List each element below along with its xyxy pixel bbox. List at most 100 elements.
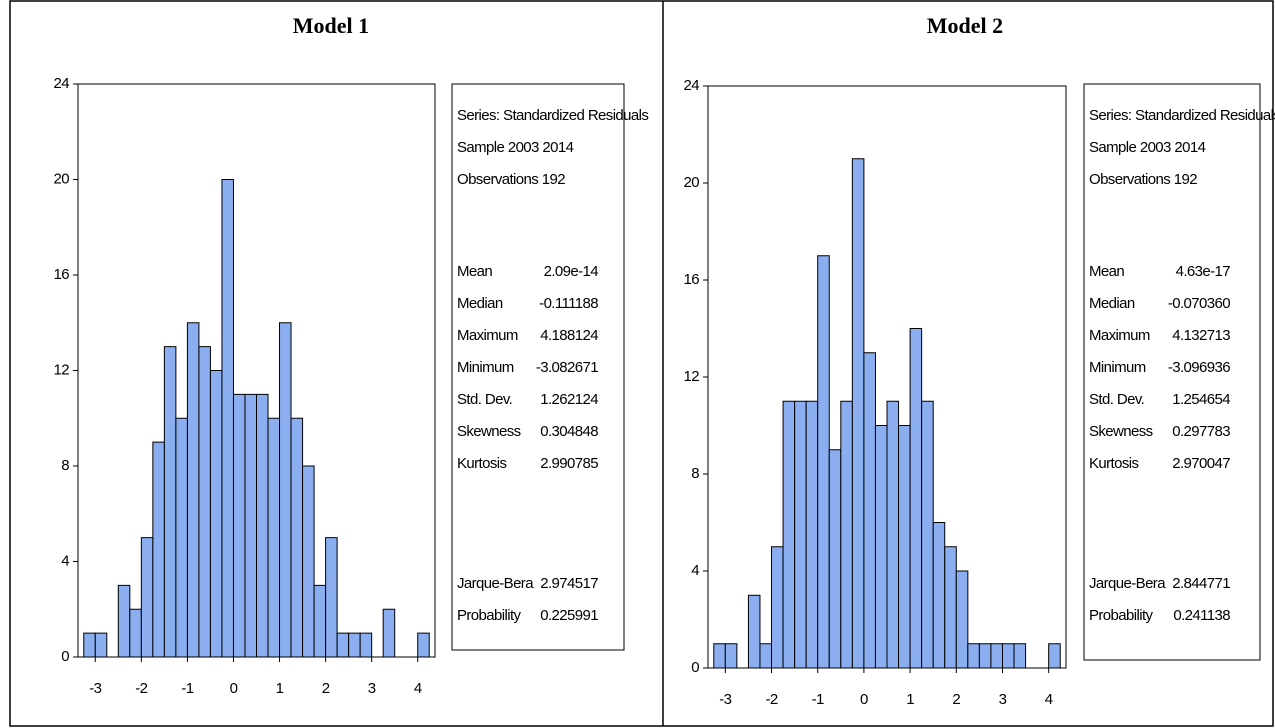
x-tick-label: 4	[414, 680, 422, 697]
bar	[921, 400, 934, 669]
stat-value: 1.262124	[540, 391, 598, 408]
stat-value: 2.990785	[540, 455, 598, 472]
bar	[186, 322, 200, 658]
bar	[898, 425, 911, 669]
stat-label: Std. Dev.	[1089, 391, 1144, 408]
stats-header: Sample 2003 2014	[1089, 139, 1206, 156]
stat-label: Maximum	[1089, 327, 1150, 344]
stat-value: -3.096936	[1168, 359, 1230, 376]
bar	[932, 522, 946, 669]
bar	[909, 328, 923, 669]
bar	[886, 400, 900, 669]
stats-header: Observations 192	[1089, 171, 1197, 188]
stat-label: Skewness	[1089, 423, 1153, 440]
bar	[313, 584, 327, 658]
bar	[724, 643, 738, 669]
stats-header: Series: Standardized Residuals	[457, 107, 648, 124]
bar	[967, 643, 980, 669]
x-tick-label: -3	[89, 680, 101, 697]
bar	[221, 179, 234, 658]
bar	[94, 632, 108, 658]
stat-value: 2.970047	[1172, 455, 1230, 472]
stat-label: Minimum	[457, 359, 514, 376]
bar	[290, 417, 304, 658]
bar	[840, 400, 853, 669]
y-tick-label: 12	[684, 368, 700, 385]
bar	[129, 608, 142, 658]
bar	[140, 537, 154, 658]
y-tick-label: 24	[684, 77, 700, 94]
stat-value: 4.132713	[1172, 327, 1230, 344]
x-tick-label: 2	[322, 680, 330, 697]
bar	[336, 632, 350, 658]
stat-value: -0.111188	[539, 295, 598, 312]
stat-label: Probability	[457, 607, 522, 624]
bar	[417, 632, 430, 658]
bar	[267, 417, 281, 658]
bar	[244, 393, 257, 658]
stats-box	[1083, 83, 1261, 661]
y-tick-label: 4	[61, 552, 69, 569]
y-tick-label: 8	[61, 457, 69, 474]
stat-value: 4.63e-17	[1176, 263, 1231, 280]
stat-value: 2.09e-14	[544, 263, 599, 280]
y-tick-label: 12	[54, 361, 70, 378]
bar	[163, 346, 177, 658]
outer-border	[9, 0, 1274, 727]
stat-value: -3.082671	[536, 359, 598, 376]
x-tick-label: 0	[230, 680, 238, 697]
bar	[828, 449, 842, 669]
bar	[348, 632, 361, 658]
bar	[978, 643, 992, 669]
stat-label: Mean	[457, 263, 492, 280]
stat-value: 2.844771	[1172, 575, 1230, 592]
bar	[175, 417, 188, 658]
stat-value: -0.070360	[1168, 295, 1230, 312]
y-tick-label: 20	[684, 174, 700, 191]
x-tick-label: 0	[860, 691, 868, 708]
stat-label: Std. Dev.	[457, 391, 512, 408]
bar	[152, 441, 165, 658]
stat-label: Probability	[1089, 607, 1154, 624]
bar	[863, 352, 876, 669]
x-tick-label: -2	[135, 680, 147, 697]
stats-header: Sample 2003 2014	[457, 139, 574, 156]
bar	[771, 546, 784, 669]
x-tick-label: -2	[765, 691, 777, 708]
stat-value: 0.241138	[1173, 607, 1230, 624]
bar	[817, 255, 830, 669]
bar	[874, 425, 888, 669]
bar	[117, 584, 131, 658]
stat-label: Kurtosis	[457, 455, 506, 472]
bar	[794, 400, 807, 669]
bar	[747, 594, 761, 669]
bar	[83, 632, 96, 658]
bar	[209, 370, 223, 658]
stats-header: Series: Standardized Residuals	[1089, 107, 1275, 124]
x-tick-label: 1	[276, 680, 284, 697]
stat-value: 0.304848	[540, 423, 598, 440]
stat-value: 1.254654	[1172, 391, 1230, 408]
bar	[782, 400, 796, 669]
x-tick-label: -1	[181, 680, 193, 697]
stat-label: Mean	[1089, 263, 1124, 280]
stat-value: 0.297783	[1172, 423, 1230, 440]
x-tick-label: 3	[999, 691, 1007, 708]
x-tick-label: 4	[1045, 691, 1053, 708]
bar	[302, 465, 315, 658]
bar	[955, 570, 969, 669]
chart-title: Model 2	[927, 13, 1003, 38]
stat-label: Kurtosis	[1089, 455, 1138, 472]
x-tick-label: 3	[368, 680, 376, 697]
stat-label: Median	[1089, 295, 1135, 312]
bar	[256, 393, 269, 658]
bar	[944, 546, 957, 669]
x-tick-label: 2	[952, 691, 960, 708]
stats-header: Observations 192	[457, 171, 565, 188]
x-tick-label: -1	[812, 691, 824, 708]
y-tick-label: 24	[54, 75, 70, 92]
y-tick-label: 16	[684, 271, 700, 288]
bar	[1001, 643, 1015, 669]
bar	[232, 393, 246, 658]
